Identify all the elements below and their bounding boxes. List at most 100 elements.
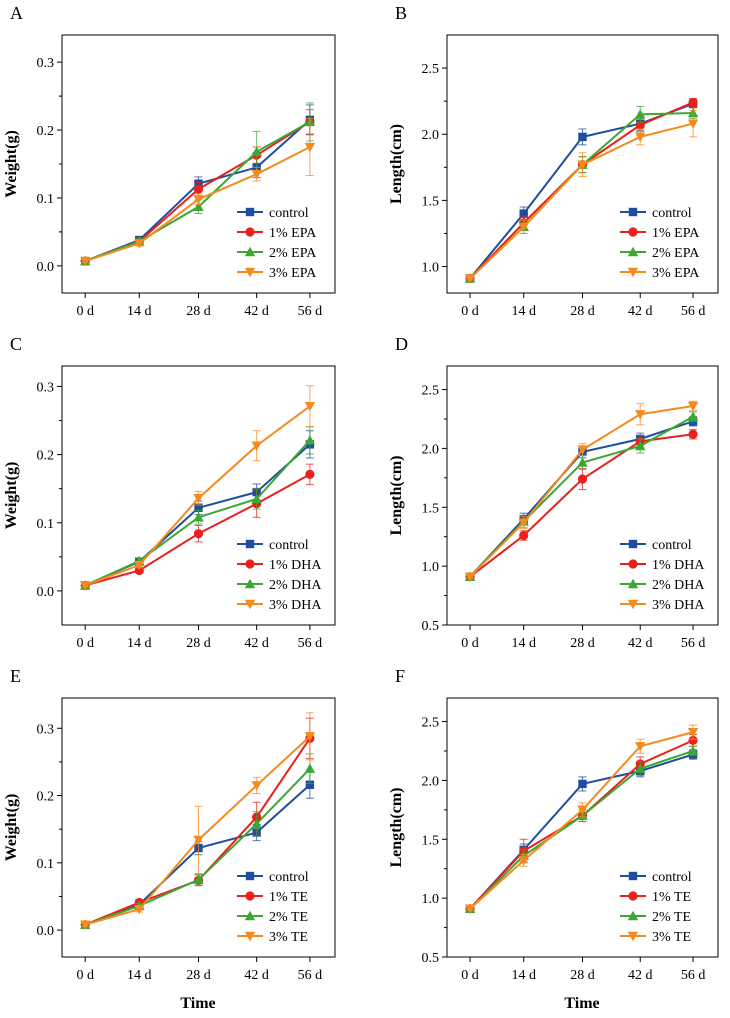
y-tick-label: 1.0 <box>422 560 440 575</box>
x-tick-label: 0 d <box>461 968 479 983</box>
legend-marker <box>245 559 255 569</box>
data-point <box>193 512 204 522</box>
legend-label: 3% TE <box>269 930 308 945</box>
legend-label: 3% EPA <box>269 266 317 281</box>
data-point <box>518 222 529 233</box>
data-point <box>635 109 646 119</box>
x-tick-label: 28 d <box>570 304 595 319</box>
data-point <box>635 742 646 752</box>
data-point <box>688 429 698 439</box>
legend-marker <box>628 871 638 881</box>
data-point <box>635 410 646 420</box>
data-point <box>687 727 699 738</box>
data-point <box>688 97 698 108</box>
legend-marker <box>244 578 256 589</box>
series-3-te <box>80 712 316 930</box>
data-point <box>304 142 316 153</box>
legend-label: control <box>652 870 692 885</box>
x-axis-title-left: Time <box>180 995 215 1012</box>
x-tick-label: 42 d <box>628 304 653 319</box>
legend-label: 3% EPA <box>652 266 700 281</box>
legend-item: control <box>237 870 309 885</box>
legend-marker <box>244 910 256 921</box>
data-point <box>80 581 91 591</box>
legend-marker <box>628 559 638 569</box>
legend-item: 2% TE <box>620 910 691 925</box>
legend-marker <box>627 267 639 278</box>
legend-marker <box>628 227 638 237</box>
legend-label: 3% TE <box>652 930 691 945</box>
y-axis-title: Weight(g) <box>3 130 20 198</box>
y-tick-label: 2.0 <box>422 442 440 457</box>
chart-panel-f: F 0.5 1.0 1.5 2.0 2.5 0 d 14 d 28 d 42 d 56 d Lengt… <box>388 666 719 983</box>
x-tick-label: 28 d <box>570 636 595 651</box>
y-axis-title: Length(cm) <box>388 788 405 868</box>
x-tick-label: 28 d <box>186 968 211 983</box>
x-tick-label: 28 d <box>186 304 211 319</box>
data-point <box>251 169 262 180</box>
series-control <box>81 770 315 929</box>
chart-panel-c: C 0.0 0.1 0.2 0.3 0 d 14 d 28 d 42 d 56 d Weight(g… <box>3 334 336 651</box>
legend-item: 1% TE <box>237 890 308 905</box>
data-point <box>194 503 203 512</box>
data-point <box>134 560 145 571</box>
x-axis-title-right: Time <box>564 995 599 1012</box>
data-point <box>251 818 262 828</box>
data-point <box>304 732 316 742</box>
y-tick-label: 0.5 <box>422 619 440 634</box>
legend-label: control <box>652 206 692 221</box>
y-tick-label: 0.2 <box>37 449 55 464</box>
series-2-dha <box>464 411 699 581</box>
legend-label: 1% EPA <box>269 226 317 241</box>
x-tick-label: 14 d <box>511 304 536 319</box>
legend-item: control <box>237 538 309 553</box>
y-tick-label: 1.5 <box>422 194 440 209</box>
x-tick-label: 42 d <box>628 968 653 983</box>
x-tick-label: 14 d <box>127 636 152 651</box>
x-tick-label: 42 d <box>628 636 653 651</box>
legend-label: 2% EPA <box>652 246 700 261</box>
x-tick-label: 56 d <box>681 636 706 651</box>
data-point <box>304 402 316 412</box>
data-point <box>577 445 588 455</box>
legend-item: control <box>237 206 309 221</box>
legend-label: 1% TE <box>269 890 308 905</box>
y-tick-label: 0.2 <box>37 124 55 139</box>
data-point <box>464 904 476 914</box>
series-3-dha <box>464 400 699 582</box>
data-point <box>518 518 529 528</box>
y-tick-label: 0.0 <box>37 924 55 939</box>
y-axis-title: Length(cm) <box>388 456 405 536</box>
data-point <box>251 781 262 791</box>
series-line <box>469 750 694 910</box>
legend-marker <box>627 599 639 610</box>
legend-marker <box>245 539 255 549</box>
chart-panel-e: E 0.0 0.1 0.2 0.3 0 d 14 d 28 d 42 d 56 d Weight(g… <box>3 666 336 983</box>
data-point <box>251 146 262 156</box>
series-3-dha <box>80 385 316 591</box>
legend-item: 2% TE <box>237 910 308 925</box>
data-point <box>193 494 204 504</box>
x-tick-label: 56 d <box>298 968 323 983</box>
y-tick-label: 0.3 <box>37 722 55 737</box>
x-tick-label: 0 d <box>461 304 479 319</box>
legend-item: 2% EPA <box>620 246 700 261</box>
x-tick-label: 0 d <box>76 636 94 651</box>
legend-marker <box>245 207 255 217</box>
data-point <box>80 256 91 267</box>
data-point <box>193 835 204 846</box>
series-1-epa <box>80 109 315 266</box>
legend-item: control <box>620 206 692 221</box>
legend: control 1% TE 2% TE 3% TE <box>237 870 309 945</box>
x-tick-label: 0 d <box>76 968 94 983</box>
legend-marker <box>244 599 256 610</box>
legend: control 1% DHA 2% DHA 3% DHA <box>237 538 322 613</box>
panel-letter: D <box>395 334 408 354</box>
y-tick-label: 2.5 <box>422 384 440 399</box>
legend-label: 2% TE <box>652 910 691 925</box>
legend: control 1% TE 2% TE 3% TE <box>620 870 692 945</box>
series-2-te <box>464 745 699 913</box>
x-tick-label: 42 d <box>244 636 269 651</box>
data-point <box>687 119 699 129</box>
